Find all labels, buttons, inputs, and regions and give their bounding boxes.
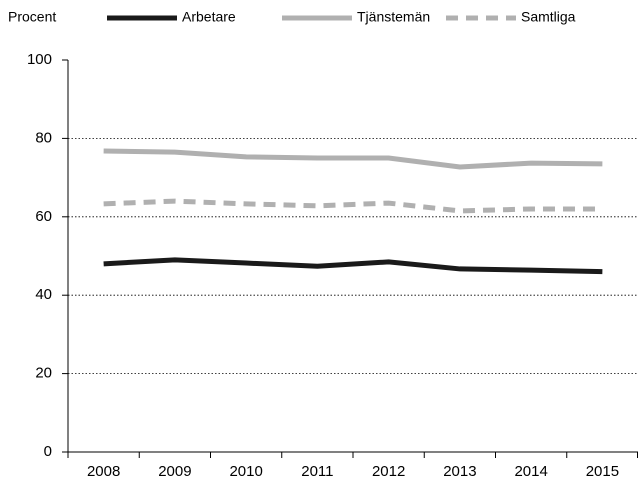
line-series — [103, 257, 603, 275]
x-tick-label: 2008 — [87, 463, 120, 480]
y-tick-label: 80 — [35, 129, 52, 146]
x-tick-label: 2012 — [372, 463, 405, 480]
x-tick-label: 2009 — [158, 463, 191, 480]
x-tick-label: 2011 — [301, 463, 333, 480]
y-axis-label: Procent — [8, 9, 56, 25]
x-tick-label: 2014 — [514, 463, 547, 480]
x-tick-label: 2015 — [586, 463, 619, 480]
x-tick-label: 2010 — [229, 463, 262, 480]
x-tick-label: 2013 — [443, 463, 476, 480]
y-tick-label: 40 — [35, 286, 52, 303]
legend-label: Arbetare — [182, 9, 236, 25]
y-tick-label: 0 — [44, 443, 52, 460]
y-tick-label: 60 — [35, 208, 52, 225]
legend-label: Samtliga — [521, 9, 576, 25]
legend-label: Tjänstemän — [357, 9, 430, 25]
line-series — [103, 198, 603, 214]
y-tick-label: 20 — [35, 365, 52, 382]
line-series — [103, 148, 603, 170]
y-tick-label: 100 — [27, 51, 52, 68]
